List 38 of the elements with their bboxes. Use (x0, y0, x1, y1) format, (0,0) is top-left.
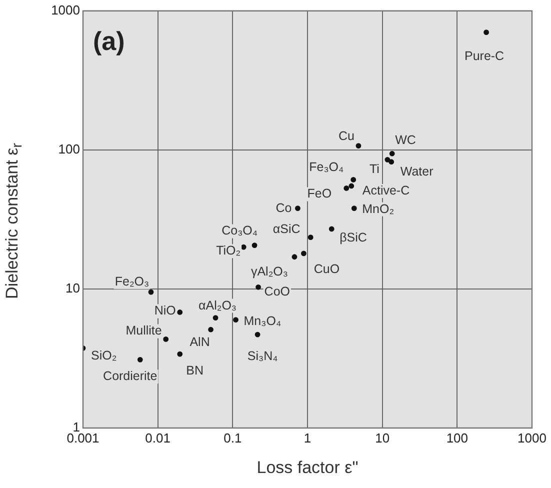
x-tick-label: 100 (446, 430, 468, 446)
y-tick-label: 100 (58, 141, 80, 156)
annotation: Water (400, 164, 434, 178)
x-tick-label: 1 (304, 430, 312, 446)
annotation: AlN (190, 335, 210, 350)
annotation: CuO (314, 262, 340, 276)
annotation: (a) (93, 26, 125, 56)
annotation: Cordierite (103, 369, 158, 384)
annotation: Pure-C (464, 48, 504, 63)
annotation: Fe₂O₃ (114, 274, 150, 288)
annotation: TiO₂ (216, 244, 241, 258)
y-tick-label: 10 (66, 280, 80, 296)
annotation: γAl₂O₃ (250, 264, 288, 278)
annotation: βSiC (340, 230, 367, 244)
annotation: Si₃N₄ (247, 348, 278, 363)
x-tick-label: 10 (375, 430, 390, 446)
annotation: Mullite (126, 324, 162, 338)
x-tick-label: 0.1 (224, 430, 242, 446)
annotation: Mn₃O₄ (244, 314, 282, 328)
x-axis-title: Loss factor ε" (256, 458, 360, 478)
annotation: Co (276, 200, 292, 215)
annotation: Cu (338, 129, 355, 144)
annotation: Ti (369, 162, 380, 176)
annotation: SiO₂ (91, 348, 117, 363)
annotation: FeO (307, 186, 332, 201)
x-tick-label: 0.01 (145, 430, 170, 446)
annotation: Fe₃O₄ (309, 160, 344, 174)
annotation: WC (395, 133, 416, 148)
annotation: Active-C (362, 183, 410, 198)
y-tick-label: 1000 (51, 2, 80, 18)
annotation: αSiC (272, 222, 300, 236)
annotation: Co₃O₄ (222, 224, 258, 238)
annotation: αAl₂O₃ (198, 298, 237, 312)
annotation: NiO (154, 304, 176, 318)
x-tick-label: 1000 (518, 430, 546, 446)
annotation: CoO (264, 284, 290, 299)
annotation: BN (186, 364, 204, 378)
annotation: MnO₂ (362, 202, 394, 216)
